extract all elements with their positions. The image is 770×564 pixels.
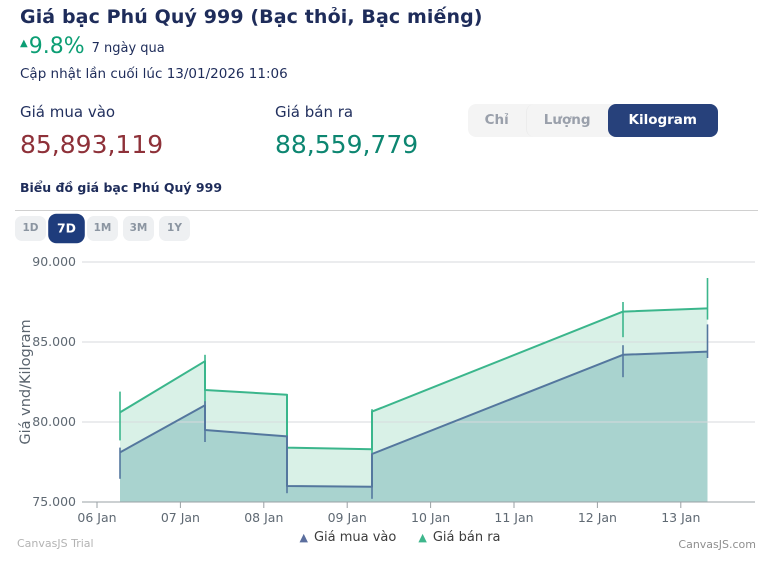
y-tick-label: 85.000 xyxy=(32,334,76,349)
range-buttons: 1D 7D 1M 3M 1Y xyxy=(15,213,190,243)
sell-price-value: 88,559,779 xyxy=(275,130,419,159)
x-tick-label: 07 Jan xyxy=(161,510,200,525)
x-tick-label: 06 Jan xyxy=(77,510,116,525)
range-button-1m[interactable]: 1M xyxy=(87,215,118,241)
buy-price-value: 85,893,119 xyxy=(20,130,164,159)
price-chart[interactable]: 90.000 85.000 80.000 75.000 Giá vnd/Kilogram… xyxy=(0,250,770,560)
range-button-7d[interactable]: 7D xyxy=(48,213,85,243)
x-tick-label: 12 Jan xyxy=(578,510,617,525)
legend-marker-icon: ▲ xyxy=(418,531,427,544)
change-percent: 9.8% xyxy=(28,34,85,59)
x-tick-label: 13 Jan xyxy=(661,510,700,525)
unit-option-2[interactable]: Kilogram xyxy=(607,104,718,137)
last-updated: Cập nhật lần cuối lúc 13/01/2026 11:06 xyxy=(20,66,288,82)
buy-price-label: Giá mua vào xyxy=(20,103,116,121)
series-area-1 xyxy=(120,351,708,502)
buy-price-block: Giá mua vào 85,893,119 xyxy=(20,103,163,159)
range-button-1d[interactable]: 1D xyxy=(15,215,46,241)
y-axis-title: Giá vnd/Kilogram xyxy=(18,319,34,444)
chart-legend: ▲ Giá mua vào ▲ Giá bán ra xyxy=(0,530,770,545)
price-change: ▲ 9.8% 7 ngày qua xyxy=(20,36,165,58)
up-arrow-icon: ▲ xyxy=(20,38,28,49)
sell-price-label: Giá bán ra xyxy=(275,103,354,121)
legend-label: Giá bán ra xyxy=(432,530,501,545)
unit-option-0[interactable]: Chỉ xyxy=(468,104,526,137)
unit-option-1[interactable]: Lượng xyxy=(525,104,608,137)
legend-marker-icon: ▲ xyxy=(299,531,308,544)
legend-item-0[interactable]: ▲ Giá mua vào xyxy=(299,530,396,545)
watermark-link[interactable]: CanvasJS.com xyxy=(678,538,756,551)
range-button-1y[interactable]: 1Y xyxy=(159,215,190,241)
x-tick-label: 10 Jan xyxy=(411,510,450,525)
divider xyxy=(15,210,758,211)
legend-label: Giá mua vào xyxy=(313,530,397,545)
x-tick-label: 11 Jan xyxy=(494,510,533,525)
unit-toggle: Chỉ Lượng Kilogram xyxy=(467,104,718,137)
chart-heading: Biểu đồ giá bạc Phú Quý 999 xyxy=(20,180,223,195)
legend-item-1[interactable]: ▲ Giá bán ra xyxy=(418,530,500,545)
page-title: Giá bạc Phú Quý 999 (Bạc thỏi, Bạc miếng… xyxy=(20,6,483,28)
x-tick-label: 08 Jan xyxy=(244,510,283,525)
range-button-3m[interactable]: 3M xyxy=(123,215,154,241)
y-tick-label: 80.000 xyxy=(32,414,76,429)
x-tick-label: 09 Jan xyxy=(328,510,367,525)
chart-area[interactable]: 90.000 85.000 80.000 75.000 Giá vnd/Kilogram… xyxy=(0,250,770,560)
y-tick-label: 75.000 xyxy=(32,494,76,509)
change-period: 7 ngày qua xyxy=(91,41,165,56)
watermark-trial: CanvasJS Trial xyxy=(17,537,94,550)
sell-price-block: Giá bán ra 88,559,779 xyxy=(275,103,418,159)
y-tick-label: 90.000 xyxy=(32,254,76,269)
